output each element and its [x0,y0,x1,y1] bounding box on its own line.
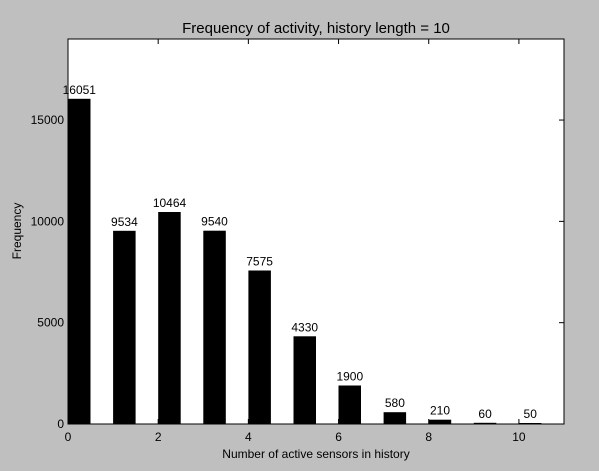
y-tick-label-0: 0 [57,417,64,431]
bar-1 [113,230,136,424]
bar-6 [338,385,361,424]
x-tick-label-0: 0 [65,430,72,444]
x-tick-label-6: 6 [335,430,342,444]
bar-7 [383,412,407,424]
plot-frame [67,38,565,425]
tick-labels-group: 0 2 4 6 8 10 0 5000 10000 15000 [31,113,526,444]
x-axis-label: Number of active sensors in history [222,447,409,461]
bar-9 [473,422,497,424]
bar-label-10: 50 [524,407,538,421]
bar-label-2: 10464 [153,196,187,210]
y-axis-label: Frequency [10,203,24,260]
bar-label-4: 7575 [246,255,273,269]
bar-3 [203,230,226,424]
chart-title: Frequency of activity, history length = … [182,20,450,37]
bar-2 [158,212,181,424]
bar-5 [293,336,316,424]
bar-label-7: 580 [385,396,405,410]
bars-group [68,98,542,425]
x-tick-label-8: 8 [425,430,432,444]
x-tick-label-4: 4 [245,430,252,444]
bar-label-6: 1900 [336,370,363,384]
bar-8 [428,419,452,424]
bar-0 [68,98,91,425]
x-tick-label-2: 2 [155,430,162,444]
bar-label-1: 9534 [111,215,138,229]
bar-label-3: 9540 [201,215,228,229]
y-tick-label-10000: 10000 [31,214,65,228]
y-tick-label-5000: 5000 [37,316,64,330]
bar-label-0: 16051 [63,83,97,97]
bar-label-5: 4330 [291,320,318,334]
bar-label-9: 60 [478,407,492,421]
bar-labels-group: 16051 9534 10464 9540 7575 4330 1900 580 210 60 50 [63,83,538,421]
x-tick-label-10: 10 [512,430,526,444]
y-tick-label-15000: 15000 [31,113,65,127]
bar-label-8: 210 [430,404,450,418]
bar-4 [248,270,271,424]
